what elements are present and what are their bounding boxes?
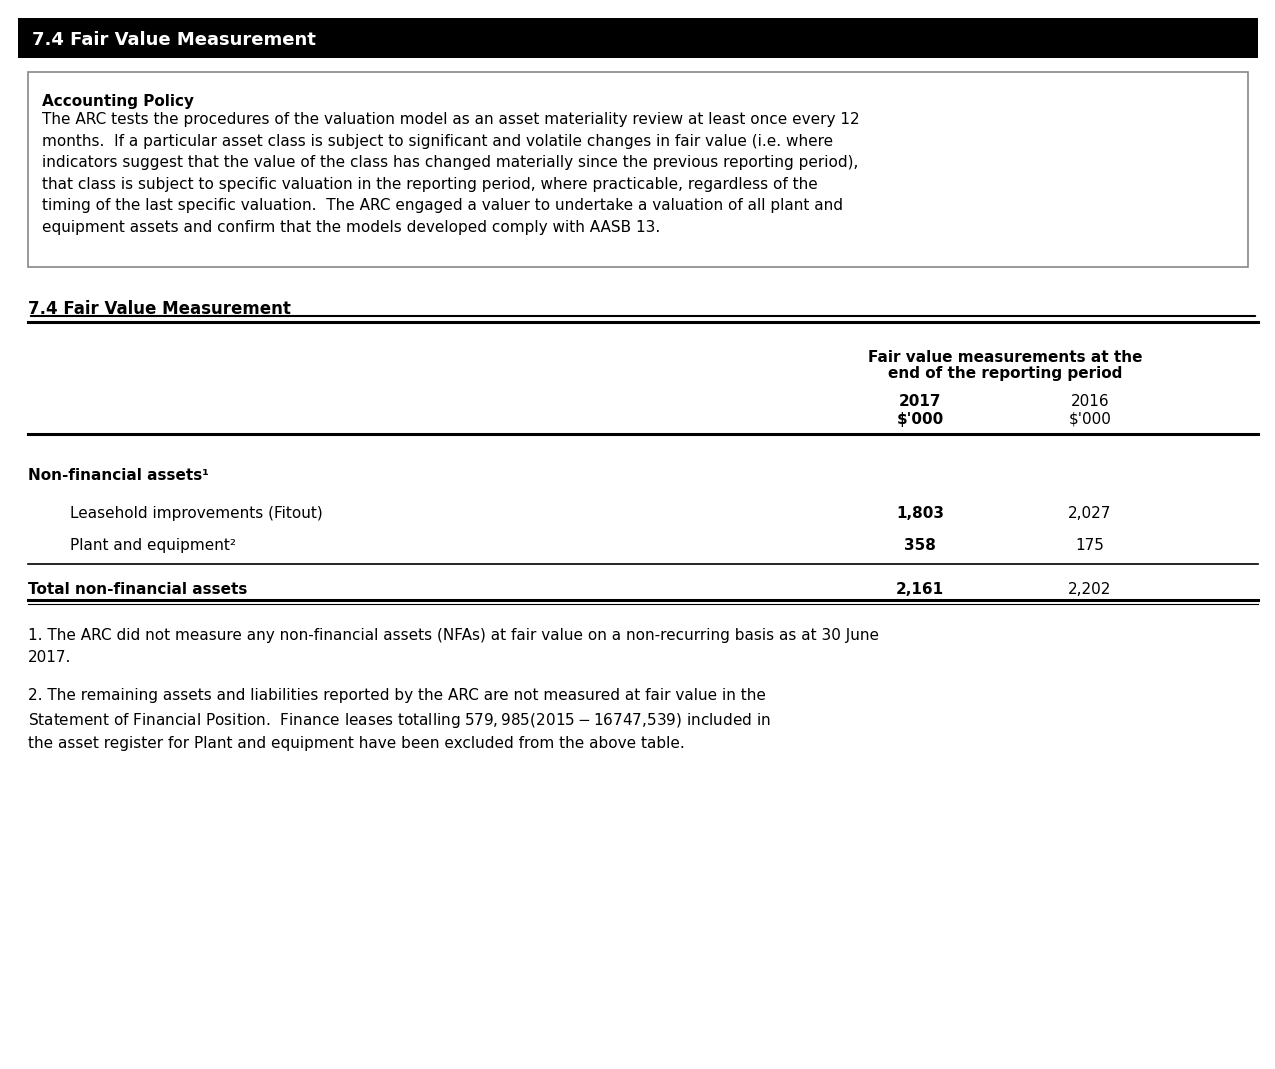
Text: 2016: 2016 bbox=[1071, 394, 1109, 409]
Text: 1. The ARC did not measure any non-financial assets (NFAs) at fair value on a no: 1. The ARC did not measure any non-finan… bbox=[28, 628, 878, 665]
Text: The ARC tests the procedures of the valuation model as an asset materiality revi: The ARC tests the procedures of the valu… bbox=[42, 112, 859, 235]
FancyBboxPatch shape bbox=[28, 72, 1248, 267]
Text: 2. The remaining assets and liabilities reported by the ARC are not measured at : 2. The remaining assets and liabilities … bbox=[28, 688, 771, 752]
Text: end of the reporting period: end of the reporting period bbox=[887, 366, 1122, 381]
Text: Fair value measurements at the: Fair value measurements at the bbox=[868, 350, 1142, 365]
Text: Total non-financial assets: Total non-financial assets bbox=[28, 582, 247, 597]
Text: 2017: 2017 bbox=[899, 394, 941, 409]
Text: 2,027: 2,027 bbox=[1068, 506, 1112, 521]
Text: 7.4 Fair Value Measurement: 7.4 Fair Value Measurement bbox=[32, 31, 316, 49]
Text: 2,161: 2,161 bbox=[896, 582, 944, 597]
Text: Leasehold improvements (Fitout): Leasehold improvements (Fitout) bbox=[70, 506, 323, 521]
Text: $'000: $'000 bbox=[1068, 412, 1112, 427]
Text: 1,803: 1,803 bbox=[896, 506, 944, 521]
Text: 175: 175 bbox=[1076, 538, 1104, 553]
Text: $'000: $'000 bbox=[896, 412, 944, 427]
Text: 2,202: 2,202 bbox=[1068, 582, 1112, 597]
Text: Non-financial assets¹: Non-financial assets¹ bbox=[28, 468, 209, 483]
Text: 358: 358 bbox=[904, 538, 936, 553]
Text: 7.4 Fair Value Measurement: 7.4 Fair Value Measurement bbox=[28, 300, 291, 317]
Bar bbox=[18, 18, 1258, 58]
Text: Accounting Policy: Accounting Policy bbox=[42, 94, 194, 109]
Text: Plant and equipment²: Plant and equipment² bbox=[70, 538, 236, 553]
